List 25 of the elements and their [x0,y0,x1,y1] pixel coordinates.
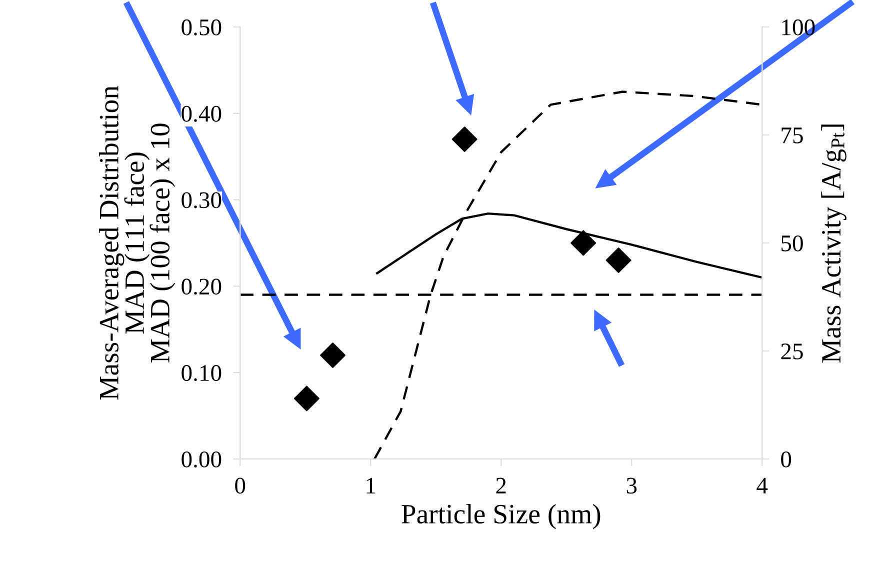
y2-axis-title: Mass Activity [A/g$_{Pt}$] [821,124,846,363]
y-tick-label: 0.40 [182,106,222,122]
y2-tick-label: 75 [782,128,803,144]
y-tick-label: 0.50 [182,19,222,36]
point [452,126,478,152]
point [570,230,596,256]
y-tick-label: 0.10 [182,365,222,382]
y-tick-label: 0.00 [182,451,222,468]
x-tick-label: 0 [235,478,246,494]
line-series [373,90,762,459]
x-tick-label: 1 [366,478,376,494]
y2-tick-label: 0 [781,451,792,468]
point [294,386,320,412]
x-tick-label: 4 [756,478,768,494]
x-axis-title: Particle Size (nm) [402,504,600,530]
point [606,248,632,273]
y-axis-title: Mass-Averaged Distribution MAD (111 face) MAD (100 face) x 10 [98,86,176,400]
y2-tick-label: 25 [781,344,803,360]
x-tick-label: 3 [626,478,637,494]
point [320,342,346,368]
y-tick-label: 0.20 [182,278,222,295]
y2-tick-label: 50 [782,235,803,252]
x-tick-label: 2 [496,478,506,494]
y2-tick-label: 100 [782,19,815,36]
y-tick-label: 0.30 [182,192,222,208]
